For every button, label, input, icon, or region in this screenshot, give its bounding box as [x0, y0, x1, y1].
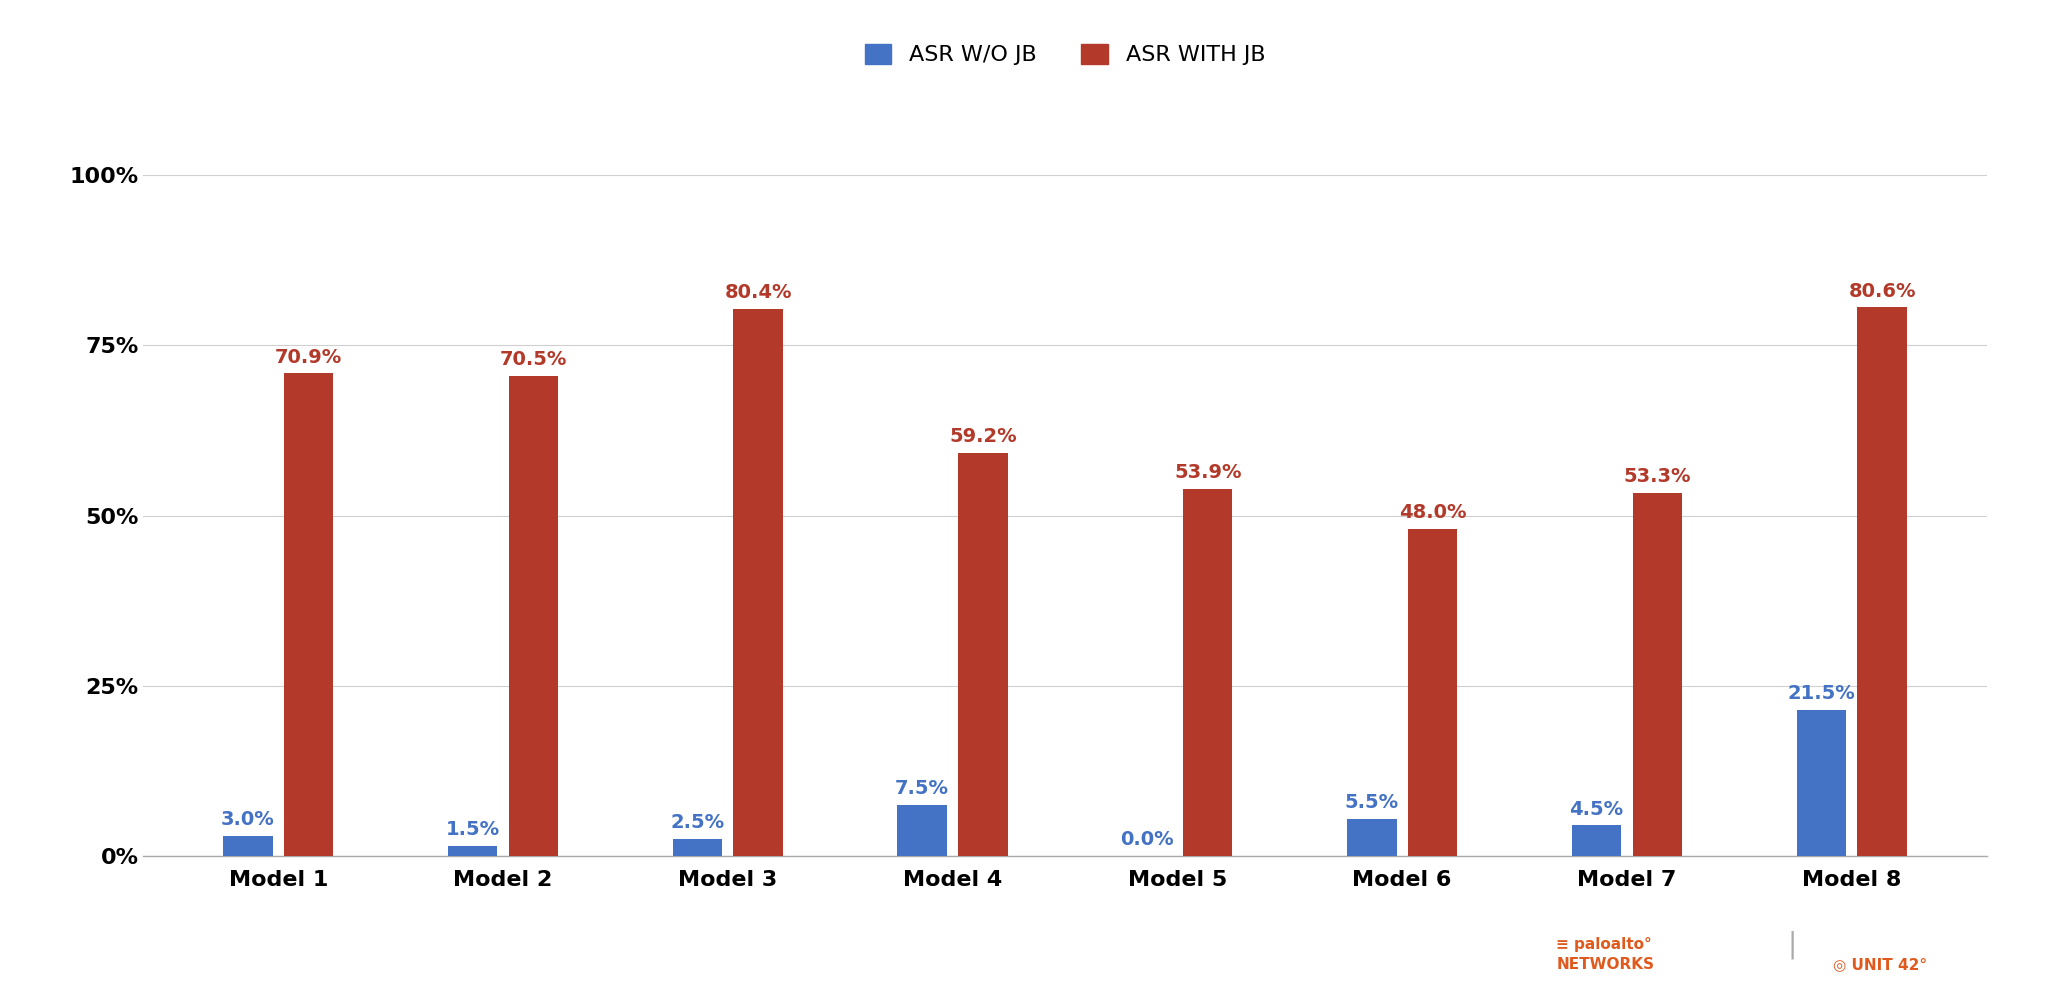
Text: 2.5%: 2.5% — [670, 813, 725, 832]
Text: |: | — [1788, 930, 1796, 959]
Text: 80.4%: 80.4% — [725, 283, 793, 302]
Text: 53.3%: 53.3% — [1624, 467, 1692, 486]
Text: 48.0%: 48.0% — [1399, 504, 1466, 523]
Text: 70.9%: 70.9% — [274, 347, 342, 367]
Bar — [1573, 826, 1622, 856]
Bar — [733, 309, 782, 856]
Text: 80.6%: 80.6% — [1847, 282, 1915, 300]
Bar — [449, 846, 498, 856]
Text: 5.5%: 5.5% — [1346, 793, 1399, 812]
Text: 59.2%: 59.2% — [948, 427, 1016, 446]
Bar — [958, 453, 1008, 856]
Bar — [1796, 710, 1845, 856]
Bar — [1632, 493, 1681, 856]
Text: 70.5%: 70.5% — [500, 350, 567, 370]
Text: 4.5%: 4.5% — [1569, 800, 1624, 819]
Text: ≡ paloalto°
NETWORKS: ≡ paloalto° NETWORKS — [1556, 937, 1655, 972]
Bar — [672, 839, 723, 856]
Text: 53.9%: 53.9% — [1174, 463, 1241, 482]
Legend: ASR W/O JB, ASR WITH JB: ASR W/O JB, ASR WITH JB — [864, 43, 1266, 65]
Text: 21.5%: 21.5% — [1788, 684, 1855, 703]
Bar — [1184, 489, 1233, 856]
Bar — [1858, 307, 1907, 856]
Bar — [897, 805, 946, 856]
Bar — [508, 376, 557, 856]
Text: 0.0%: 0.0% — [1120, 830, 1174, 849]
Text: 7.5%: 7.5% — [895, 779, 948, 799]
Bar — [285, 374, 334, 856]
Text: 3.0%: 3.0% — [221, 810, 274, 829]
Bar — [1407, 530, 1458, 856]
Text: 1.5%: 1.5% — [446, 820, 500, 839]
Bar — [223, 836, 272, 856]
Text: ◎ UNIT 42°: ◎ UNIT 42° — [1833, 957, 1927, 972]
Bar — [1348, 819, 1397, 856]
